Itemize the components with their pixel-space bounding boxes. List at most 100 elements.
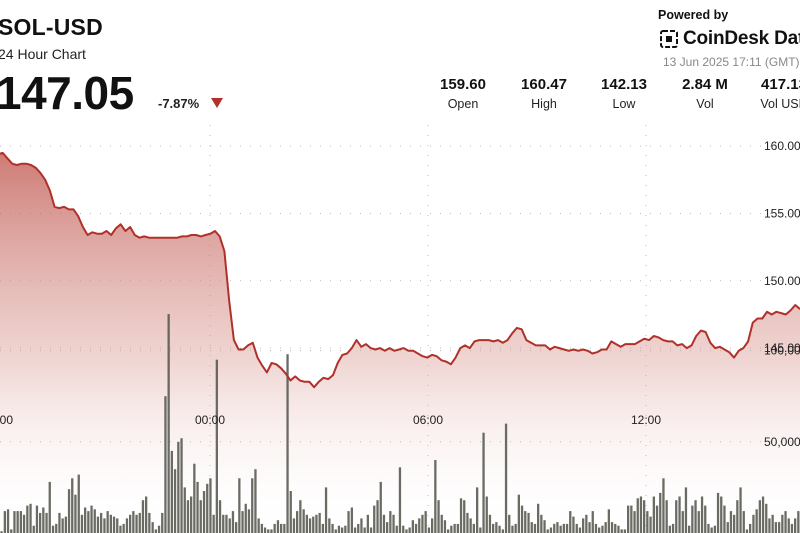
volume-bar [761, 496, 765, 533]
volume-bar [565, 523, 569, 533]
volume-bar [431, 518, 434, 533]
volume-bar [353, 527, 357, 533]
volume-bar [655, 505, 659, 533]
volume-bar [610, 522, 614, 533]
volume-bar [556, 522, 559, 533]
volume-bar [411, 520, 414, 533]
volume-bar [141, 500, 145, 533]
volume-bar [292, 518, 296, 533]
volume-bar [324, 487, 328, 533]
volume-bar [206, 483, 209, 533]
coindesk-logo-icon [660, 30, 678, 48]
volume-bar [482, 432, 485, 533]
volume-bar [421, 514, 424, 533]
volume-bar [129, 514, 132, 533]
volume-bar [495, 522, 498, 533]
stat-value: 142.13 [601, 76, 647, 93]
volume-bar [402, 525, 405, 533]
volume-bar [681, 511, 684, 533]
volume-bar [26, 505, 29, 533]
volume-bar [80, 514, 84, 533]
volume-bar [549, 527, 553, 533]
volume-bar [13, 511, 16, 533]
volume-bar [71, 478, 74, 533]
volume-bar [649, 516, 652, 533]
volume-bar [167, 314, 170, 533]
stat-label: Vol USD [760, 97, 800, 111]
stat-label: Low [612, 97, 636, 111]
volume-bar [106, 511, 109, 533]
powered-by-label: Powered by [658, 8, 729, 22]
volume-bar [199, 500, 202, 533]
volume-bar [700, 496, 704, 533]
volume-bar [386, 522, 389, 533]
volume-bar [572, 516, 575, 533]
volume-bar [308, 518, 312, 533]
volume-bar [93, 509, 96, 533]
volume-bar [729, 511, 733, 533]
volume-bar [636, 498, 639, 533]
volume-bar [257, 518, 260, 533]
volume-bar [639, 496, 643, 533]
volume-bar [312, 516, 315, 533]
volume-bar [504, 423, 508, 533]
volume-bar [437, 500, 440, 533]
volume-bar [440, 514, 443, 533]
volume-bar [103, 518, 106, 533]
volume-bar [671, 523, 675, 533]
volume-bar [569, 511, 572, 533]
price-line [0, 151, 800, 389]
volume-bar [318, 512, 321, 533]
volume-bar [218, 500, 222, 533]
volume-bar [357, 523, 360, 533]
volume-bar [16, 511, 19, 533]
volume-bar [559, 525, 562, 533]
volume-bar [280, 523, 283, 533]
volume-bar [553, 523, 556, 533]
current-price: 147.05 [0, 67, 134, 119]
stat-vol: 2.84 M Vol [665, 76, 745, 111]
volume-bar [376, 500, 379, 533]
volume-bar [524, 511, 527, 533]
volume-bar [347, 511, 350, 533]
volume-bar [768, 518, 771, 533]
volume-bar [466, 512, 469, 533]
volume-bar [29, 503, 32, 533]
volume-bar [405, 529, 408, 533]
volume-bar [202, 491, 206, 533]
volume-bar [501, 529, 504, 533]
stat-value: 159.60 [440, 76, 486, 93]
volume-bar [251, 478, 254, 533]
volume-bar [582, 518, 585, 533]
volume-bar [716, 492, 720, 533]
volume-bar [508, 514, 511, 533]
volume-bar [296, 511, 299, 533]
volume-bar [543, 520, 546, 533]
volume-bar [193, 463, 196, 533]
volume-bar [688, 525, 691, 533]
volume-bar [520, 505, 524, 533]
stat-value: 417.13 [761, 76, 800, 93]
volume-bar [591, 511, 594, 533]
volume-bar [723, 505, 726, 533]
stat-value: 2.84 M [682, 76, 728, 93]
stat-value: 160.47 [521, 76, 567, 93]
volume-bar [109, 514, 112, 533]
volume-bar [771, 514, 774, 533]
volume-bar [341, 527, 344, 533]
volume-bar [366, 514, 369, 533]
volume-bar [745, 529, 749, 533]
brand-logo[interactable]: CoinDesk Data [660, 27, 800, 51]
volume-bar [418, 518, 421, 533]
volume-bar [260, 523, 263, 533]
volume-bar [74, 494, 77, 533]
price-area [0, 152, 800, 533]
volume-bar [627, 505, 630, 533]
volume-bar [96, 516, 100, 533]
volume-bar [784, 511, 787, 533]
volume-bar [562, 523, 565, 533]
volume-bar [601, 525, 604, 533]
volume-bar [135, 514, 138, 533]
stat-high: 160.47 High [504, 76, 584, 111]
volume-bar [662, 478, 665, 533]
